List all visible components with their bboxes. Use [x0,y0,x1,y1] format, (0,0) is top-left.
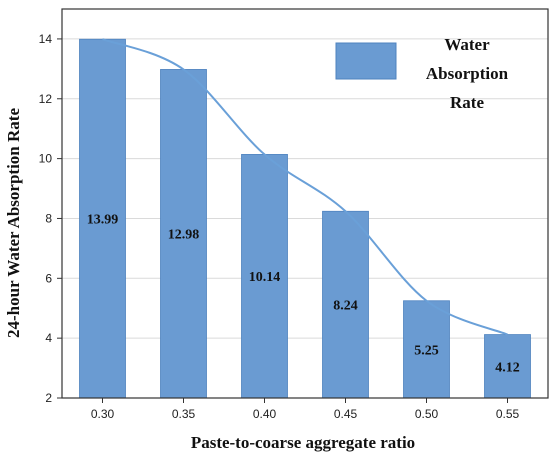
x-tick-label-0.30: 0.30 [91,407,115,421]
bar-0.55 [484,334,531,399]
bar-0.45 [322,210,369,399]
legend: Water Absorption Rate [335,35,509,112]
x-tick-label-0.40: 0.40 [253,407,277,421]
bar-0.50 [403,300,450,399]
x-tick-label-0.50: 0.50 [415,407,439,421]
data-label-0.45: 8.24 [333,299,358,314]
legend-label-line-3: Rate [450,93,484,112]
plot-frame [61,8,549,399]
y-tick-label-14: 14 [39,32,53,46]
data-label-0.30: 13.99 [87,213,119,228]
y-tick-label-4: 4 [45,331,52,345]
y-tick-label-10: 10 [39,152,53,166]
x-axis-ticks: 0.30 0.35 0.40 0.45 0.50 0.55 [91,398,520,421]
x-tick-label-0.55: 0.55 [496,407,520,421]
x-tick-label-0.35: 0.35 [172,407,196,421]
y-tick-label-2: 2 [45,391,52,405]
data-label-0.35: 12.98 [168,228,200,243]
x-tick-label-0.45: 0.45 [334,407,358,421]
trend-line [102,38,508,336]
y-tick-label-6: 6 [45,271,52,285]
x-axis-title: Paste-to-coarse aggregate ratio [191,433,415,452]
data-label-0.50: 5.25 [414,343,439,358]
y-axis-title: 24-hour Water Absorption Rate [4,108,23,338]
legend-swatch [335,42,397,80]
y-tick-label-8: 8 [45,211,52,225]
data-label-0.40: 10.14 [249,270,281,285]
bar-0.35 [160,69,207,399]
y-axis-ticks: 2 4 6 8 10 12 14 [39,32,62,405]
y-tick-label-12: 12 [39,92,53,106]
data-labels: 13.99 12.98 10.14 8.24 5.25 4.12 [87,213,520,376]
data-label-0.55: 4.12 [495,360,520,375]
legend-label-line-1: Water [444,35,490,54]
legend-label-line-2: Absorption [426,64,509,83]
